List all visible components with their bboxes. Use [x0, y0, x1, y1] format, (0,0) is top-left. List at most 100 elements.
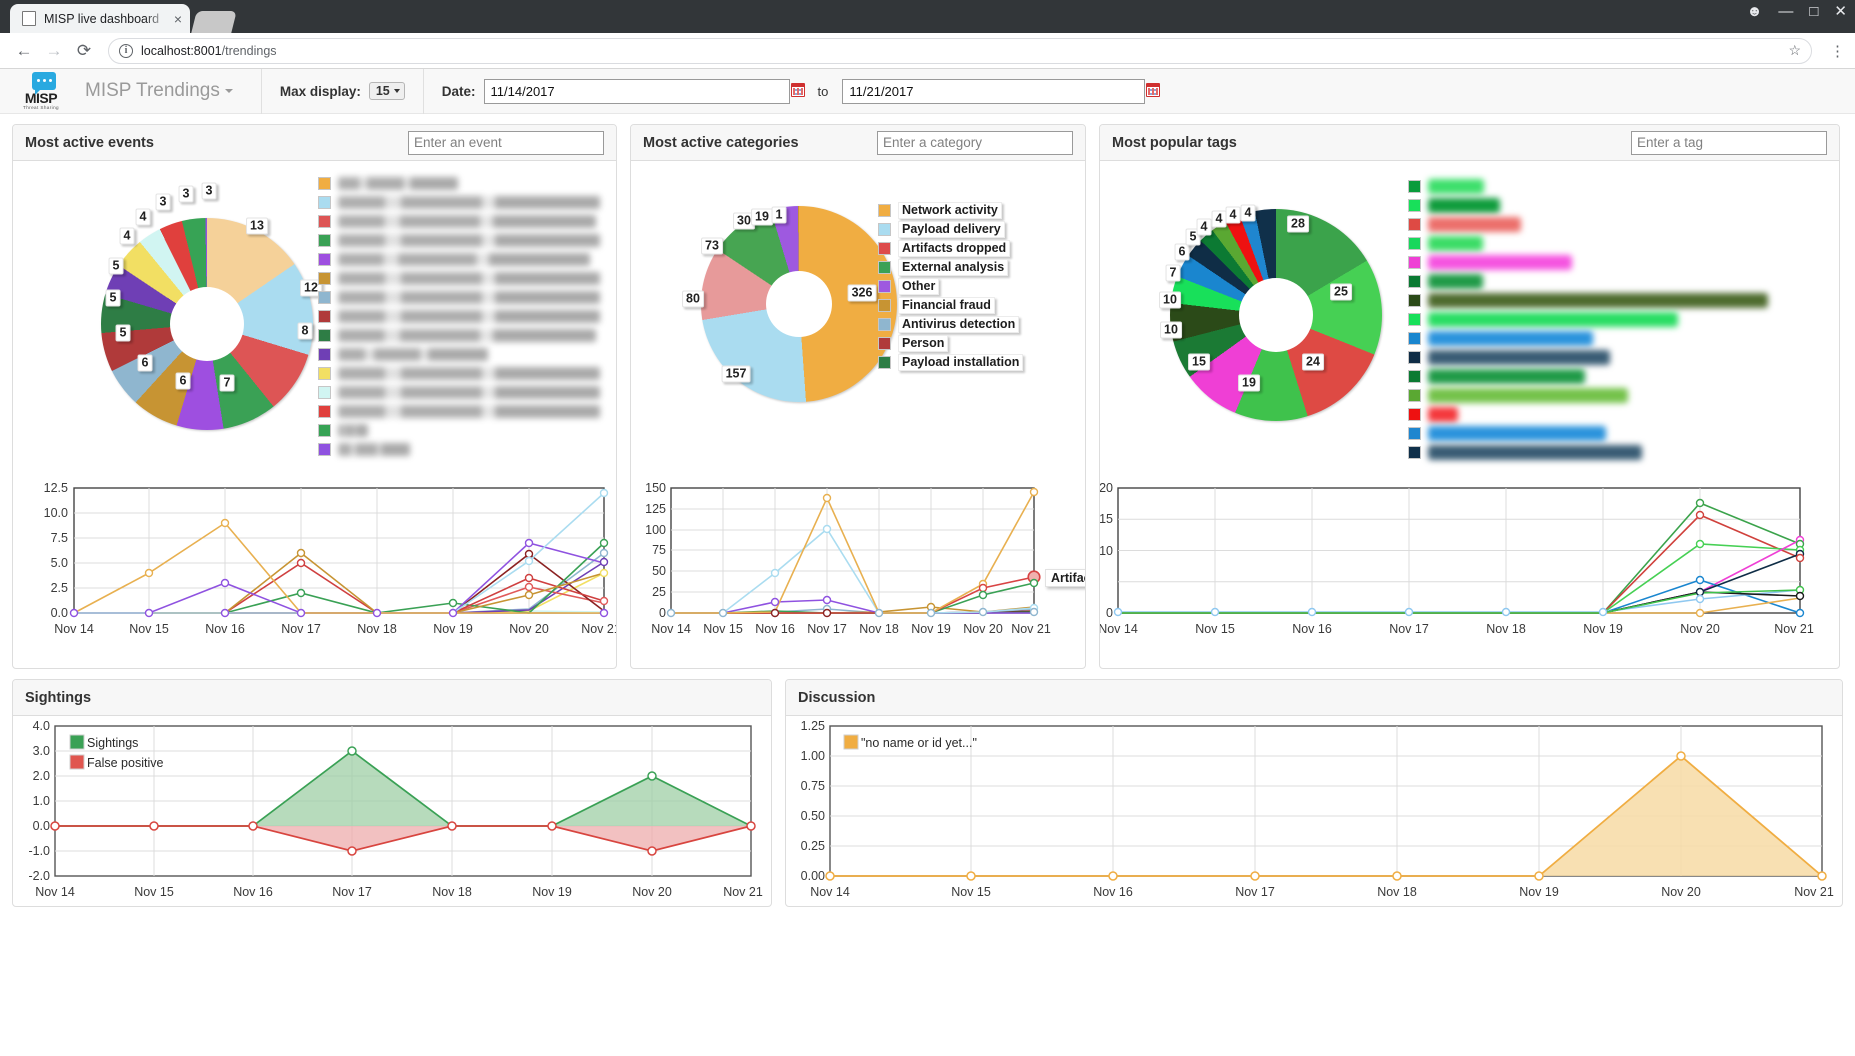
legend-item[interactable]	[1408, 234, 1768, 253]
legend-item[interactable]	[318, 250, 608, 269]
series-markers	[1113, 498, 1805, 618]
bookmark-star-icon[interactable]: ☆	[1788, 42, 1801, 58]
legend-item[interactable]	[1408, 348, 1768, 367]
svg-text:3.0: 3.0	[33, 744, 50, 758]
svg-text:Nov 20: Nov 20	[963, 622, 1003, 636]
legend-item[interactable]	[1408, 424, 1768, 443]
minimize-icon[interactable]: —	[1778, 3, 1794, 20]
legend-label-redacted	[338, 367, 600, 380]
legend-item[interactable]: Financial fraud	[878, 296, 1023, 315]
site-info-icon[interactable]: i	[119, 43, 133, 58]
svg-text:Nov 14: Nov 14	[651, 622, 691, 636]
tag-label-redacted	[1428, 445, 1642, 460]
legend-item[interactable]	[318, 288, 608, 307]
legend-item[interactable]	[1408, 386, 1768, 405]
speech-bubble-icon	[32, 72, 56, 95]
window-controls: ☻ — □ ✕	[1747, 4, 1847, 19]
category-search-input[interactable]	[877, 130, 1073, 155]
legend-swatch-icon	[318, 272, 331, 285]
legend-item[interactable]	[1408, 215, 1768, 234]
panel-body: 1.25 1.00 0.75 0.50 0.25 0.00 Nov 14 Nov…	[786, 716, 1842, 906]
svg-text:Nov 18: Nov 18	[432, 885, 472, 899]
legend-item[interactable]	[318, 326, 608, 345]
events-pie-chart: 13 12 8 7 6 6 5 5 5 4 4 3 3 3	[13, 161, 616, 478]
legend-item[interactable]	[1408, 443, 1768, 462]
legend-item[interactable]	[318, 383, 608, 402]
events-donut[interactable]	[101, 218, 313, 430]
legend-item[interactable]	[318, 174, 608, 193]
forward-icon[interactable]: →	[45, 40, 63, 60]
legend-item[interactable]: Person	[878, 334, 1023, 353]
pie-slice-label: 10	[1159, 291, 1181, 309]
back-icon[interactable]: ←	[15, 40, 33, 60]
pie-slice-label: 326	[847, 284, 877, 302]
legend-item[interactable]	[318, 364, 608, 383]
pie-slice-label: 157	[721, 365, 751, 383]
calendar-icon[interactable]	[790, 82, 805, 97]
legend-item[interactable]	[318, 212, 608, 231]
legend-item[interactable]: Payload delivery	[878, 220, 1023, 239]
legend-item[interactable]	[318, 421, 608, 440]
legend-item[interactable]	[318, 307, 608, 326]
legend-item[interactable]	[318, 269, 608, 288]
panel-header: Discussion	[786, 680, 1842, 716]
window-close-icon[interactable]: ✕	[1834, 3, 1847, 20]
legend-item[interactable]	[318, 402, 608, 421]
new-tab-ghost[interactable]	[191, 11, 237, 33]
tag-search-input[interactable]	[1631, 130, 1827, 155]
legend-item[interactable]	[318, 440, 608, 459]
legend-swatch-icon	[878, 356, 891, 369]
y-axis-labels: 150 125 100 75 50 25 0	[645, 481, 666, 620]
svg-text:1.0: 1.0	[33, 794, 50, 808]
tag-label-redacted	[1428, 407, 1458, 422]
chevron-down-icon[interactable]	[224, 88, 233, 93]
legend-item[interactable]	[1408, 310, 1768, 329]
date-from-input[interactable]: 11/14/2017	[483, 78, 805, 104]
legend-item[interactable]: Other	[878, 277, 1023, 296]
legend-label-redacted	[338, 196, 600, 209]
misp-logo[interactable]: MISP Threat Sharing	[13, 70, 69, 112]
legend-item[interactable]	[318, 345, 608, 364]
max-display-select[interactable]: 15	[368, 82, 405, 100]
legend-item[interactable]	[1408, 272, 1768, 291]
browser-toolbar: ← → ⟳ i localhost:8001/trendings ☆ ⋮	[0, 33, 1855, 69]
svg-text:10: 10	[1100, 544, 1113, 558]
browser-menu-icon[interactable]: ⋮	[1830, 42, 1845, 60]
categories-donut[interactable]	[701, 206, 897, 402]
categories-line-svg: 150 125 100 75 50 25 0 Nov 14 Nov 15 Nov…	[645, 481, 1051, 636]
browser-tab[interactable]: MISP live dashboard ×	[10, 4, 190, 33]
legend-item[interactable]	[1408, 329, 1768, 348]
legend-item[interactable]	[1408, 291, 1768, 310]
reload-icon[interactable]: ⟳	[76, 40, 92, 60]
y-axis-labels: 12.5 10.0 7.5 5.0 2.5 0.0	[44, 481, 68, 620]
app-title[interactable]: MISP Trendings	[85, 80, 233, 102]
tags-donut[interactable]	[1170, 209, 1382, 421]
legend-item[interactable]	[1408, 177, 1768, 196]
legend-item[interactable]: Antivirus detection	[878, 315, 1023, 334]
legend-item[interactable]: Network activity	[878, 201, 1023, 220]
legend-item[interactable]	[318, 231, 608, 250]
browser-chrome: MISP live dashboard × ☻ — □ ✕ ← → ⟳ i lo…	[0, 0, 1855, 69]
legend-item[interactable]	[1408, 253, 1768, 272]
legend-item[interactable]	[318, 193, 608, 212]
legend-item[interactable]: External analysis	[878, 258, 1023, 277]
panel-most-active-events: Most active events 13 12 8 7 6 6 5 5 5 4…	[12, 124, 617, 669]
event-search-input[interactable]	[408, 130, 604, 155]
svg-text:Nov 19: Nov 19	[1519, 885, 1559, 899]
address-bar[interactable]: i localhost:8001/trendings ☆	[108, 37, 1812, 64]
legend-item[interactable]	[1408, 196, 1768, 215]
maximize-icon[interactable]: □	[1809, 3, 1819, 20]
app-title-text: MISP Trendings	[85, 80, 220, 101]
date-to-input[interactable]: 11/21/2017	[842, 78, 1161, 104]
legend-swatch-icon	[318, 253, 331, 266]
profile-icon[interactable]: ☻	[1746, 3, 1763, 20]
donut-hole	[170, 287, 244, 361]
date-to-value: 11/21/2017	[849, 83, 914, 99]
legend-swatch-icon	[318, 443, 331, 456]
legend-item[interactable]	[1408, 405, 1768, 424]
legend-item[interactable]: Artifacts dropped	[878, 239, 1023, 258]
legend-item[interactable]	[1408, 367, 1768, 386]
calendar-icon[interactable]	[1146, 82, 1161, 97]
legend-item[interactable]: Payload installation	[878, 353, 1024, 372]
close-icon[interactable]: ×	[173, 10, 182, 27]
